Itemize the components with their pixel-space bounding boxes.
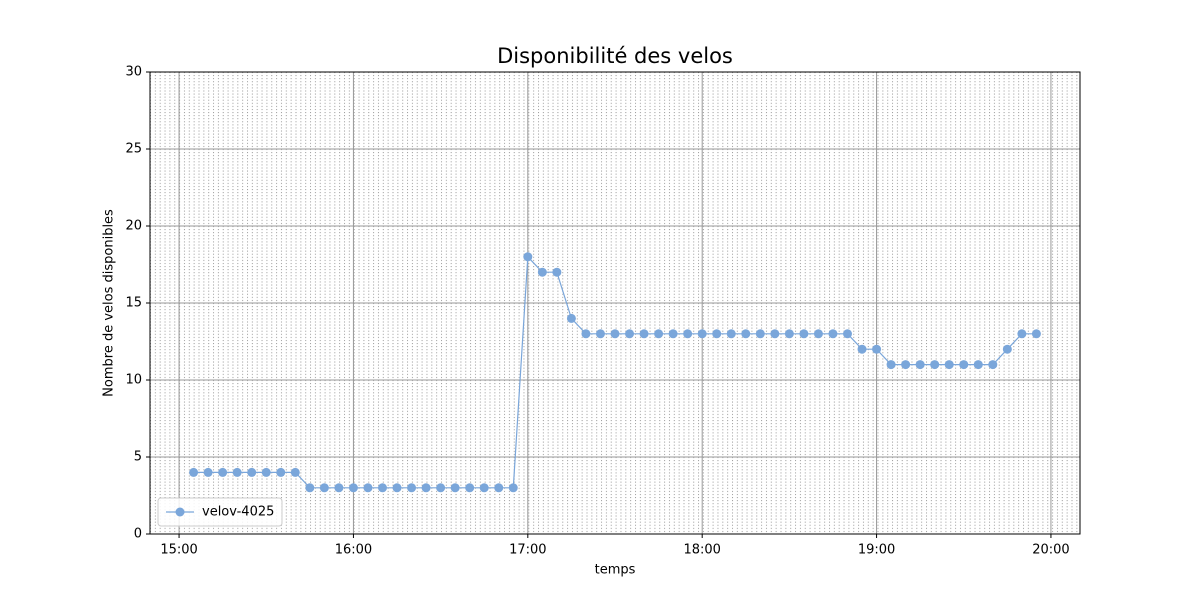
data-point bbox=[784, 329, 794, 339]
data-point bbox=[232, 467, 242, 477]
data-point bbox=[1017, 329, 1027, 339]
data-point bbox=[247, 467, 257, 477]
data-point bbox=[378, 483, 387, 493]
data-point bbox=[407, 483, 417, 493]
data-point bbox=[581, 329, 591, 339]
data-point bbox=[218, 467, 228, 477]
data-point bbox=[741, 329, 751, 339]
data-point bbox=[189, 467, 199, 477]
data-point bbox=[1031, 329, 1041, 339]
data-point bbox=[857, 344, 867, 354]
data-point bbox=[595, 329, 605, 339]
data-point bbox=[944, 360, 954, 370]
data-point bbox=[930, 360, 940, 370]
data-point bbox=[726, 329, 736, 339]
data-point bbox=[915, 360, 925, 370]
plot-frame bbox=[149, 71, 1081, 535]
data-point bbox=[203, 467, 213, 477]
data-point bbox=[610, 329, 620, 339]
data-point bbox=[872, 344, 882, 354]
data-point bbox=[755, 329, 765, 339]
x-tick-label: 20:00 bbox=[1032, 543, 1069, 558]
data-point bbox=[479, 483, 489, 493]
data-point bbox=[290, 467, 300, 477]
data-point bbox=[334, 483, 344, 493]
y-tick-label: 5 bbox=[134, 450, 142, 465]
y-tick-label: 25 bbox=[125, 142, 142, 157]
data-point bbox=[523, 252, 533, 262]
x-tick-label: 18:00 bbox=[683, 543, 720, 558]
data-point bbox=[828, 329, 838, 339]
data-point bbox=[305, 483, 315, 493]
y-tick-label: 0 bbox=[134, 527, 142, 542]
data-point bbox=[886, 360, 896, 370]
data-point bbox=[494, 483, 504, 493]
data-point bbox=[392, 483, 402, 493]
data-point bbox=[348, 483, 358, 493]
y-tick-label: 30 bbox=[125, 65, 142, 80]
data-point bbox=[436, 483, 446, 493]
data-point bbox=[421, 483, 431, 493]
data-point bbox=[959, 360, 969, 370]
data-point bbox=[1002, 344, 1012, 354]
legend-marker bbox=[175, 507, 185, 517]
data-point bbox=[625, 329, 635, 339]
x-tick-label: 15:00 bbox=[160, 543, 197, 558]
data-point bbox=[843, 329, 852, 339]
chart-title: Disponibilité des velos bbox=[497, 44, 733, 68]
data-point bbox=[552, 267, 562, 277]
data-point bbox=[654, 329, 664, 339]
data-point bbox=[712, 329, 722, 339]
data-point bbox=[508, 483, 518, 493]
data-point bbox=[276, 467, 286, 477]
data-point bbox=[770, 329, 780, 339]
data-point bbox=[813, 329, 823, 339]
data-point bbox=[363, 483, 373, 493]
data-point bbox=[261, 467, 271, 477]
y-tick-label: 20 bbox=[125, 219, 142, 234]
data-point bbox=[319, 483, 329, 493]
data-point bbox=[799, 329, 809, 339]
legend-box bbox=[157, 497, 283, 527]
data-point bbox=[988, 360, 998, 370]
data-point bbox=[901, 360, 911, 370]
x-tick-label: 19:00 bbox=[858, 543, 895, 558]
y-axis-label: Nombre de velos disponibles bbox=[102, 209, 117, 397]
x-tick-label: 17:00 bbox=[509, 543, 546, 558]
data-point bbox=[973, 360, 983, 370]
legend-label: velov-4025 bbox=[202, 505, 274, 520]
data-point bbox=[537, 267, 547, 277]
x-axis-label: temps bbox=[595, 563, 636, 578]
x-tick-label: 16:00 bbox=[335, 543, 372, 558]
y-tick-label: 10 bbox=[125, 373, 142, 388]
data-point bbox=[639, 329, 649, 339]
data-point bbox=[697, 329, 707, 339]
data-point bbox=[465, 483, 475, 493]
data-point bbox=[683, 329, 693, 339]
data-point bbox=[668, 329, 678, 339]
data-point bbox=[566, 313, 576, 323]
data-point bbox=[450, 483, 460, 493]
y-tick-label: 15 bbox=[125, 296, 142, 311]
